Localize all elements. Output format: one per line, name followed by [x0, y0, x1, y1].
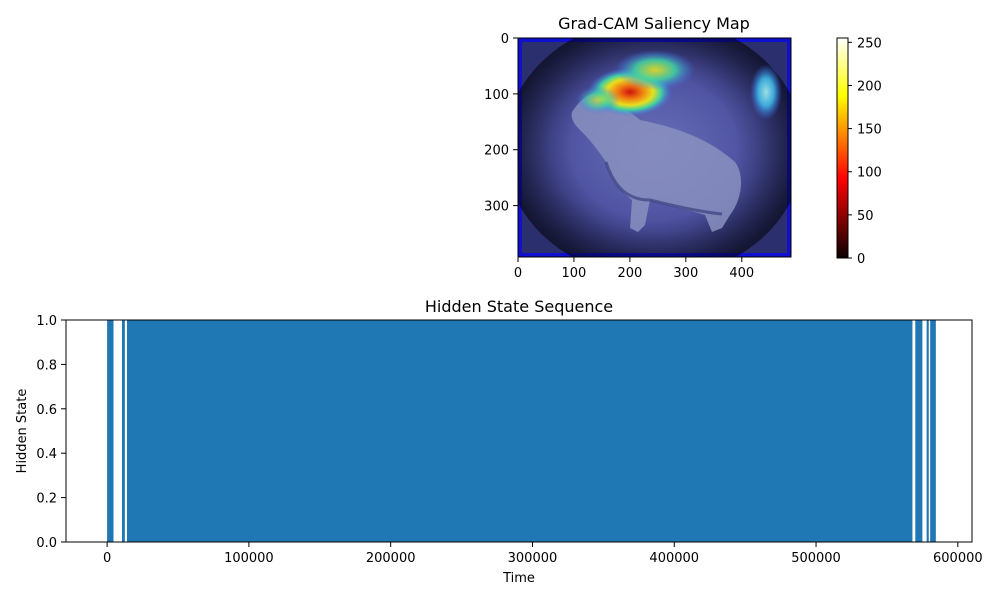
saliency-title: Grad-CAM Saliency Map [558, 14, 750, 33]
colorbar-ticks: 0 50 100 150 200 250 [848, 36, 882, 267]
state-x-ticks: 0 100000 200000 300000 400000 500000 600000 [103, 542, 983, 566]
saliency-y-ticks: 0 100 200 300 [484, 32, 518, 215]
state-frame [65, 319, 973, 543]
saliency-x-tick-label: 200 [617, 266, 642, 281]
state-y-tick-label: 0.0 [36, 536, 57, 551]
state-x-tick-label: 400000 [649, 551, 699, 566]
cam-hotspot-right [750, 64, 782, 120]
saliency-x-tick-label: 0 [514, 266, 522, 281]
cam-hotspot-left [576, 86, 620, 114]
colorbar-tick-label: 0 [857, 252, 865, 267]
colorbar-tick-label: 100 [857, 166, 882, 181]
saliency-y-tick-label: 100 [484, 88, 509, 103]
cam-hotspot-upper [615, 50, 695, 90]
saliency-frame [517, 37, 792, 258]
state-bar [930, 320, 936, 542]
state-x-tick-label: 0 [103, 551, 111, 566]
saliency-x-ticks: 0 100 200 300 400 [514, 257, 754, 281]
state-x-tick-label: 500000 [791, 551, 841, 566]
state-y-tick-label: 0.4 [36, 447, 57, 462]
state-bar [122, 320, 125, 542]
state-bar [915, 320, 923, 542]
state-y-tick-label: 1.0 [36, 314, 57, 329]
colorbar-gradient [836, 37, 849, 259]
dog-shadow [604, 161, 723, 216]
saliency-image [518, 38, 791, 257]
saliency-y-tick-label: 0 [501, 32, 509, 47]
saliency-y-tick-label: 200 [484, 144, 509, 159]
colorbar-tick-label: 250 [857, 36, 882, 51]
state-xlabel: Time [502, 571, 535, 586]
state-x-tick-label: 200000 [366, 551, 416, 566]
saliency-x-tick-label: 100 [562, 266, 587, 281]
state-x-tick-label: 300000 [508, 551, 558, 566]
saliency-panel: Grad-CAM Saliency Map 0 100 200 300 400 0 100… [484, 14, 792, 281]
colorbar-tick-label: 50 [857, 209, 874, 224]
state-bars [107, 320, 936, 542]
state-y-tick-label: 0.6 [36, 403, 57, 418]
state-y-tick-label: 0.2 [36, 492, 57, 507]
state-ylabel: Hidden State [15, 389, 30, 474]
state-title: Hidden State Sequence [425, 297, 613, 316]
state-bar [107, 320, 114, 542]
state-y-ticks: 0.0 0.2 0.4 0.6 0.8 1.0 [36, 314, 66, 551]
state-y-tick-label: 0.8 [36, 358, 57, 373]
state-bar [926, 320, 929, 542]
saliency-x-tick-label: 300 [673, 266, 698, 281]
dog-silhouette [571, 92, 742, 232]
colorbar-tick-label: 200 [857, 79, 882, 94]
saliency-y-tick-label: 300 [484, 200, 509, 215]
saliency-x-tick-label: 400 [729, 266, 754, 281]
state-bar [126, 320, 913, 542]
colorbar-tick-label: 150 [857, 123, 882, 138]
state-panel: Hidden State Sequence 0 100000 200000 30000… [15, 297, 983, 586]
state-x-tick-label: 100000 [224, 551, 274, 566]
state-x-tick-label: 600000 [933, 551, 983, 566]
colorbar: 0 50 100 150 200 250 [836, 36, 882, 267]
